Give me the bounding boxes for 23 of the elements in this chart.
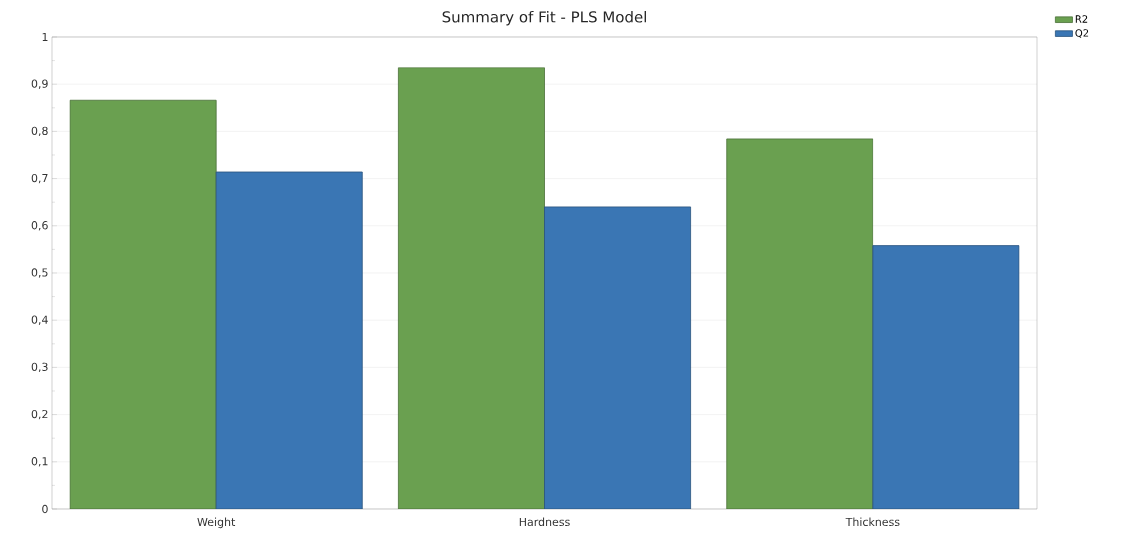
y-tick-label: 0,3 — [31, 362, 48, 373]
x-tick-label: Weight — [197, 517, 236, 529]
y-tick-label: 0,8 — [31, 126, 48, 137]
y-tick-label: 0,5 — [31, 268, 48, 278]
y-tick-label: 0,7 — [31, 173, 48, 184]
chart-title: Summary of Fit - PLS Model — [442, 10, 646, 26]
y-tick-label: 0,9 — [31, 79, 48, 89]
x-tick-label: Thickness — [845, 517, 900, 527]
y-tick-label: 1 — [42, 32, 48, 42]
y-tick-label: 0 — [42, 504, 48, 514]
y-tick-label: 0,4 — [31, 315, 48, 325]
bar — [215, 171, 363, 509]
bar — [726, 138, 874, 509]
y-tick-label: 0,2 — [31, 409, 48, 420]
bar — [69, 99, 217, 509]
bar — [872, 245, 1020, 509]
y-tick-label: 0,6 — [31, 221, 48, 231]
x-tick-label: Hardness — [519, 517, 570, 527]
legend-label: R2 — [1075, 15, 1088, 23]
bar — [544, 206, 692, 509]
legend-label: Q2 — [1075, 29, 1089, 38]
bar — [398, 67, 545, 509]
y-tick-label: 0,1 — [31, 457, 48, 467]
